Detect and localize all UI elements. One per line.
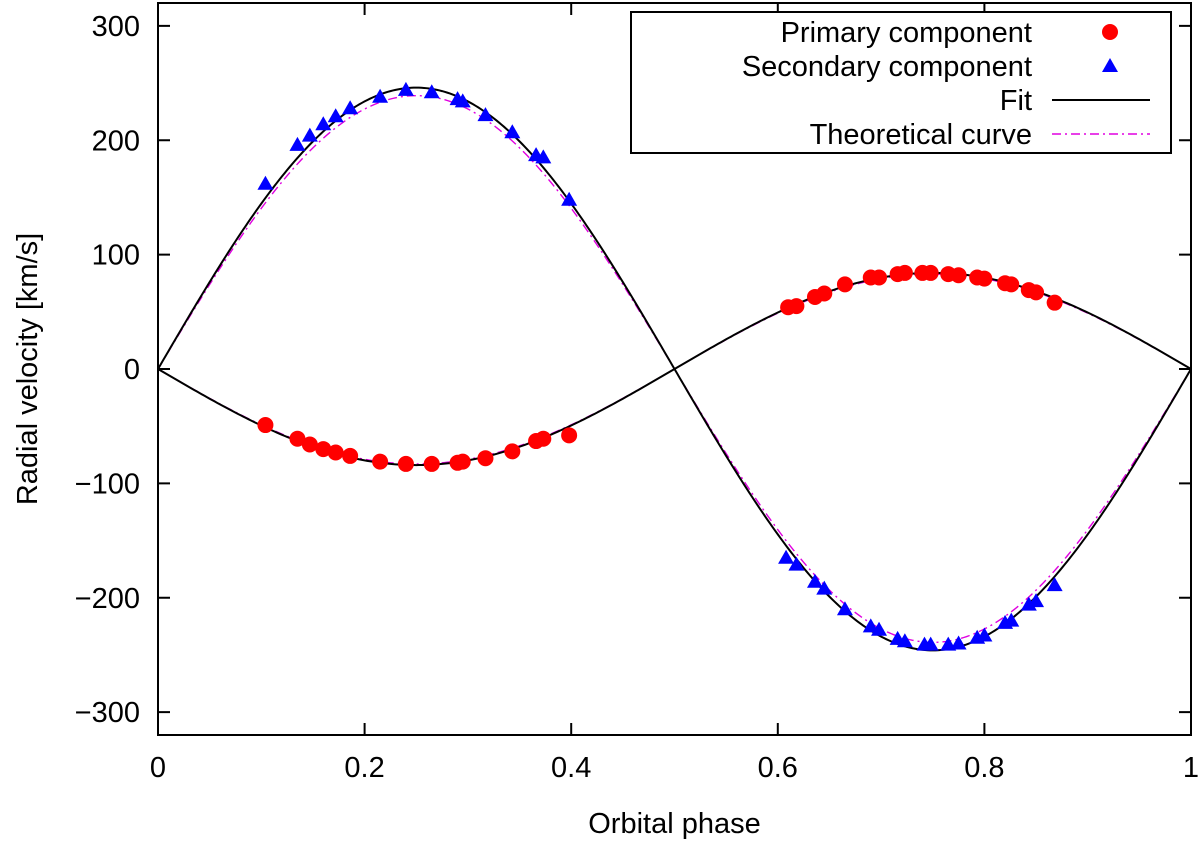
secondary-point — [871, 621, 888, 636]
secondary-point — [257, 175, 274, 190]
y-tick-label: −300 — [75, 697, 140, 729]
primary-point — [535, 430, 552, 447]
primary-point — [257, 417, 274, 434]
secondary-point — [922, 636, 939, 651]
y-tick-label: 0 — [124, 354, 140, 386]
y-tick-label: 200 — [92, 125, 140, 157]
secondary-point — [423, 84, 440, 99]
primary-point — [342, 447, 359, 464]
secondary-point — [1028, 593, 1045, 608]
secondary-point — [816, 580, 833, 595]
primary-point — [896, 264, 913, 281]
primary-point — [1003, 276, 1020, 293]
primary-point — [301, 436, 318, 453]
primary-point — [423, 455, 440, 472]
secondary-point — [372, 88, 389, 103]
legend-box — [630, 11, 1172, 154]
curves-layer — [157, 86, 1192, 652]
secondary-point — [327, 108, 344, 123]
legend-label: Fit — [1000, 85, 1032, 117]
secondary-point — [289, 136, 306, 151]
legend-triangle-marker — [1102, 58, 1118, 72]
secondary-point — [896, 633, 913, 648]
x-tick-label: 0.2 — [344, 752, 384, 784]
secondary-point — [315, 116, 332, 131]
secondary-point — [301, 127, 318, 142]
x-tick-label: 0 — [150, 752, 166, 784]
primary-point — [477, 450, 494, 467]
x-tick-label: 0.4 — [551, 752, 591, 784]
secondary-point — [342, 100, 359, 115]
secondary-point — [1046, 577, 1063, 592]
secondary-point — [862, 618, 879, 633]
legend-label: Secondary component — [742, 51, 1032, 83]
primary-point — [1028, 284, 1045, 301]
y-tick-label: 300 — [92, 11, 140, 43]
primary-point — [950, 267, 967, 284]
primary-point — [327, 444, 344, 461]
secondary-point — [397, 81, 414, 96]
primary-point — [788, 298, 805, 315]
primary-point — [1046, 294, 1063, 311]
y-axis-title: Radial velocity [km/s] — [12, 233, 44, 505]
y-tick-label: −100 — [75, 468, 140, 500]
primary-point — [976, 270, 993, 287]
secondary-point — [836, 601, 853, 616]
x-tick-label: 0.8 — [964, 752, 1004, 784]
primary-point — [397, 455, 414, 472]
secondary-point — [950, 635, 967, 650]
ticks-layer: 0 0.2 0.4 0.6 0.8 1 300 200 100 0 −100 −200 −300 — [75, 3, 1199, 784]
legend-circle-marker — [1102, 24, 1118, 40]
legend-label: Primary component — [781, 17, 1032, 49]
secondary-point — [976, 627, 993, 642]
legend-label: Theoretical curve — [810, 119, 1032, 151]
y-tick-label: 100 — [92, 240, 140, 272]
primary-point — [871, 269, 888, 286]
secondary-point — [504, 124, 521, 139]
x-tick-label: 0.6 — [758, 752, 798, 784]
secondary-point — [535, 149, 552, 164]
fit-curve — [157, 86, 1192, 652]
secondary-point — [788, 556, 805, 571]
primary-point — [816, 285, 833, 302]
x-tick-label: 1 — [1183, 752, 1199, 784]
primary-point — [315, 441, 332, 458]
primary-point — [561, 427, 578, 444]
secondary-point — [1003, 612, 1020, 627]
primary-point — [836, 276, 853, 293]
primary-point — [454, 453, 471, 470]
y-tick-label: −200 — [75, 583, 140, 615]
x-axis-title: Orbital phase — [588, 808, 761, 840]
points-layer — [257, 81, 1063, 651]
theoretical-curve — [157, 94, 1192, 644]
primary-point — [372, 453, 389, 470]
primary-point — [922, 264, 939, 281]
primary-point — [289, 430, 306, 447]
primary-point — [504, 443, 521, 460]
secondary-point — [477, 107, 494, 122]
secondary-point — [561, 191, 578, 206]
secondary-point — [454, 93, 471, 108]
secondary-point — [778, 549, 795, 564]
secondary-point — [806, 573, 823, 588]
